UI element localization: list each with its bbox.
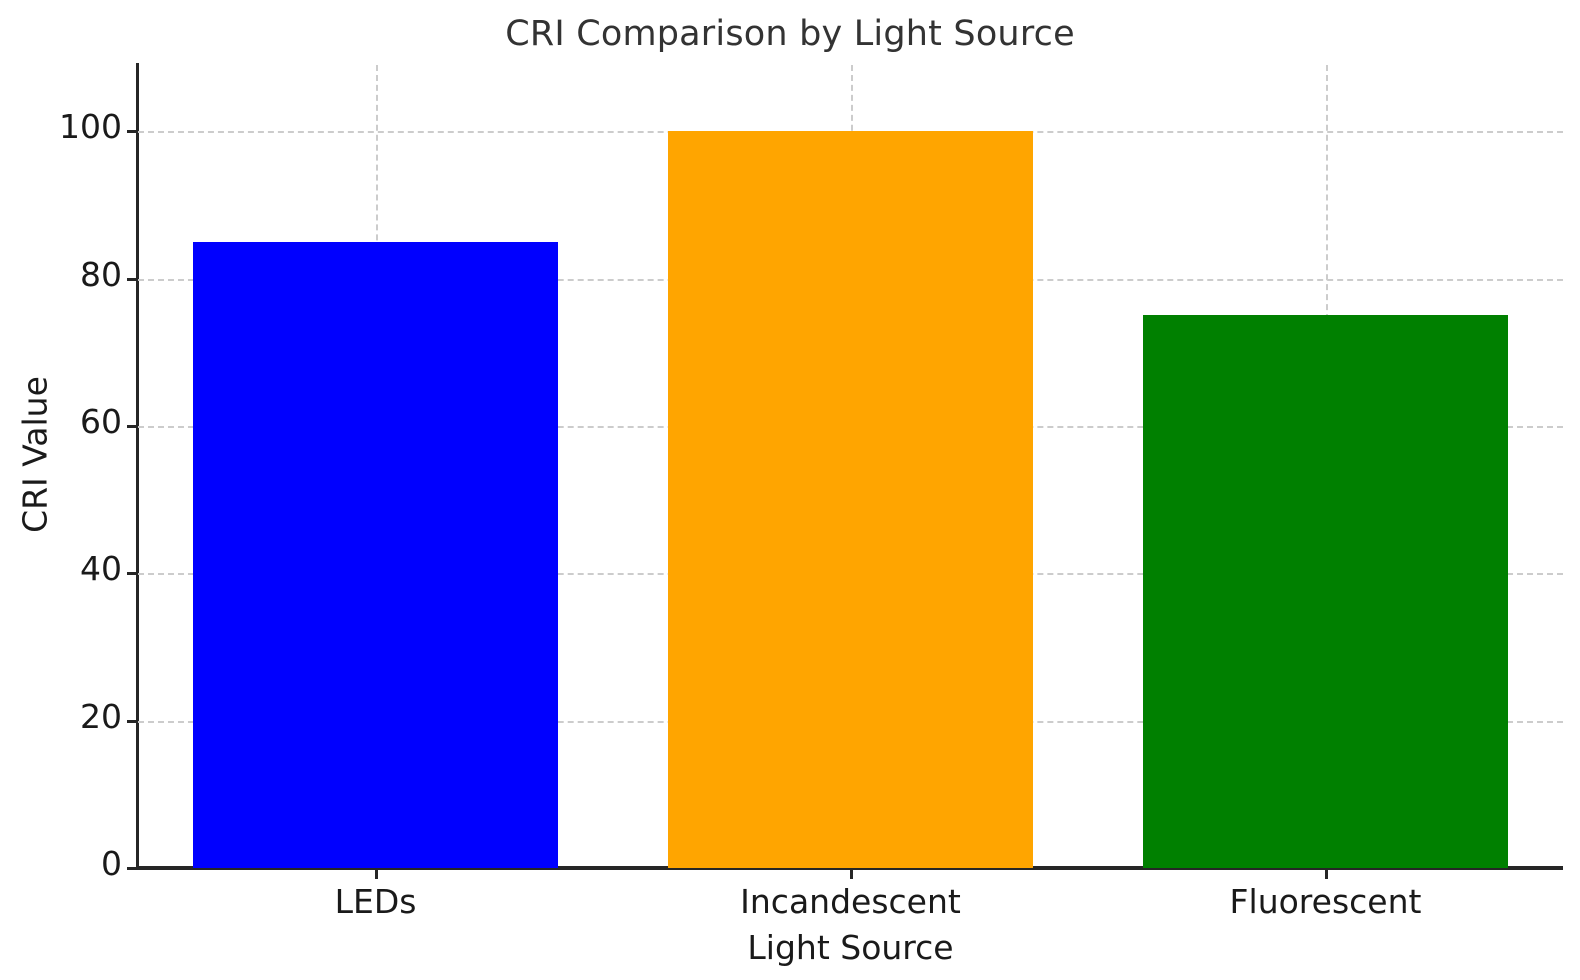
x-tick-mark: [374, 869, 378, 879]
y-tick-mark: [127, 130, 137, 134]
bar-fluorescent: [1142, 315, 1509, 868]
plot-area: [138, 65, 1563, 868]
y-tick-label: 100: [59, 107, 122, 147]
x-axis-spine: [136, 866, 1563, 870]
y-axis-spine: [136, 63, 139, 870]
y-tick-label: 20: [80, 696, 122, 736]
x-tick-label: Incandescent: [740, 882, 961, 921]
y-tick-mark: [127, 867, 137, 870]
y-tick-label: 40: [80, 549, 122, 589]
x-axis-label: Light Source: [747, 928, 954, 967]
y-tick-mark: [127, 424, 137, 428]
y-tick-mark: [127, 277, 137, 281]
y-axis-label: CRI Value: [15, 376, 55, 533]
bar-leds: [192, 241, 559, 868]
chart-title: CRI Comparison by Light Source: [505, 14, 1075, 54]
y-tick-label: 0: [101, 844, 122, 883]
x-tick-mark: [1324, 869, 1328, 879]
x-tick-label: Fluorescent: [1229, 882, 1422, 921]
y-tick-mark: [127, 719, 137, 723]
y-tick-label: 80: [80, 254, 122, 294]
x-tick-label: LEDs: [334, 882, 417, 921]
y-tick-mark: [127, 572, 137, 576]
y-tick-label: 60: [80, 401, 122, 441]
x-tick-mark: [849, 869, 853, 879]
bar-incandescent: [667, 131, 1034, 868]
